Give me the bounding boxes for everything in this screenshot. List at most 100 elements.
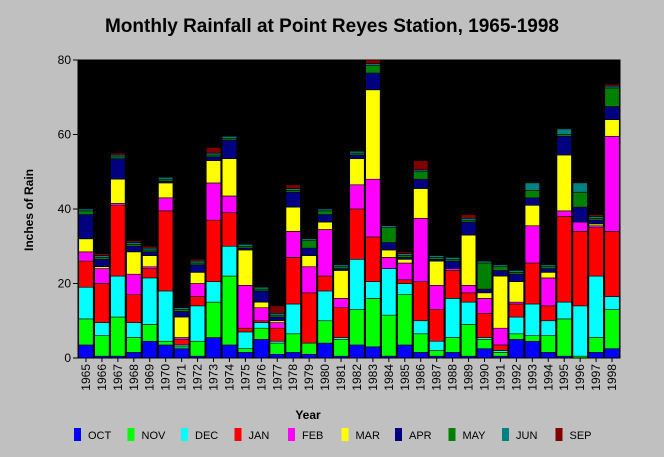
bar-1966-sep	[94, 253, 110, 256]
bar-1997-oct	[588, 352, 604, 359]
bar-1983-jan	[365, 236, 381, 282]
bar-1989-jan	[461, 292, 477, 303]
bar-1986-may	[413, 171, 429, 180]
bar-1985-nov	[397, 294, 413, 346]
bar-1987-nov	[429, 350, 445, 357]
bar-1992-nov	[508, 333, 524, 340]
y-tick-label: 60	[58, 128, 72, 142]
x-tick-label: 1986	[414, 364, 428, 391]
bar-1995-nov	[556, 318, 572, 357]
legend-swatch-mar	[341, 428, 349, 441]
legend-swatch-jun	[502, 428, 509, 441]
bar-1989-nov	[461, 324, 477, 357]
bar-1993-nov	[524, 335, 540, 342]
bar-1980-nov	[317, 320, 333, 344]
x-tick-label: 1997	[589, 364, 603, 391]
bar-1991-jun	[492, 264, 508, 268]
bar-1983-nov	[365, 298, 381, 348]
x-tick-label: 1972	[191, 364, 205, 391]
bar-1965-jan	[78, 260, 94, 288]
bar-1979-nov	[301, 342, 317, 355]
bar-1972-mar	[190, 272, 206, 284]
bar-1965-jun	[78, 208, 94, 212]
bar-1989-mar	[461, 234, 477, 286]
bar-1969-jan	[142, 268, 158, 279]
bar-1978-dec	[285, 303, 301, 335]
bar-1985-sep	[397, 251, 413, 254]
bar-1990-apr	[476, 288, 493, 294]
legend-label-sep: SEP	[570, 430, 592, 442]
bar-1994-apr	[540, 268, 556, 273]
bar-1984-apr	[381, 242, 397, 251]
x-tick-label: 1995	[557, 364, 571, 391]
bar-1980-apr	[317, 214, 333, 223]
bar-1968-oct	[126, 352, 142, 359]
bar-1990-oct	[476, 348, 493, 359]
legend-label-dec: DEC	[195, 430, 218, 442]
y-axis-label: Inches of Rain	[22, 169, 36, 251]
bar-1988-oct	[445, 352, 461, 359]
bar-1976-feb	[253, 307, 269, 322]
legend-swatch-dec	[181, 428, 188, 441]
bar-1976-mar	[253, 301, 269, 309]
bar-1971-jan	[174, 339, 190, 346]
legend-label-nov: NOV	[142, 430, 167, 442]
bar-1971-mar	[174, 316, 190, 338]
legend-label-feb: FEB	[302, 430, 323, 442]
bar-1974-jun	[221, 136, 237, 139]
bar-1976-oct	[253, 339, 269, 359]
bar-1998-oct	[604, 348, 620, 359]
bar-1978-mar	[285, 206, 301, 232]
bar-1987-feb	[429, 285, 445, 310]
y-tick-label: 40	[58, 202, 72, 216]
bar-1979-apr	[301, 247, 317, 256]
bar-1965-oct	[78, 344, 94, 359]
x-tick-label: 1969	[143, 364, 157, 391]
bar-1998-dec	[604, 296, 620, 310]
bar-1995-mar	[556, 154, 572, 212]
bar-1977-jan	[269, 327, 285, 342]
bar-1977-oct	[269, 353, 285, 359]
bar-1988-nov	[445, 337, 461, 353]
bar-1986-sep	[413, 160, 429, 171]
bar-1992-mar	[508, 281, 524, 303]
bar-1987-mar	[429, 260, 445, 286]
x-tick-label: 1970	[159, 364, 173, 391]
bar-1997-apr	[588, 219, 604, 225]
bar-1982-jun	[349, 150, 365, 154]
bar-1986-oct	[413, 352, 429, 359]
bar-1980-jan	[317, 275, 333, 292]
bar-1978-feb	[285, 231, 301, 258]
bar-1977-sep	[269, 305, 285, 314]
bar-1972-sep	[190, 258, 206, 262]
x-tick-label: 1976	[254, 364, 268, 391]
bar-1990-may	[476, 262, 493, 290]
bar-1982-feb	[349, 184, 365, 210]
bar-1966-apr	[94, 258, 110, 268]
bar-1973-apr	[205, 156, 222, 161]
bar-1992-apr	[508, 273, 524, 282]
bar-1978-apr	[285, 191, 301, 208]
bar-1970-mar	[158, 182, 174, 199]
legend-label-may: MAY	[463, 430, 487, 442]
x-tick-label: 1998	[605, 364, 619, 391]
bar-1973-sep	[205, 147, 222, 154]
bar-1981-jun	[333, 264, 349, 268]
bar-1982-mar	[349, 158, 365, 186]
legend-label-jun: JUN	[516, 430, 537, 442]
bar-1996-may	[572, 191, 588, 208]
bar-1974-oct	[221, 344, 237, 359]
bar-1967-nov	[110, 316, 126, 357]
x-tick-label: 1996	[573, 364, 587, 391]
bar-1994-jan	[540, 305, 556, 322]
bar-1986-nov	[413, 333, 429, 353]
bar-1997-jan	[588, 227, 604, 277]
bar-1993-may	[524, 190, 540, 199]
legend-swatch-feb	[288, 428, 295, 441]
bar-1985-oct	[397, 344, 413, 359]
bar-1972-dec	[190, 305, 206, 342]
bar-1978-jan	[285, 257, 301, 305]
bar-1996-feb	[572, 221, 588, 232]
x-tick-label: 1967	[111, 364, 125, 391]
bar-1983-apr	[365, 72, 381, 91]
